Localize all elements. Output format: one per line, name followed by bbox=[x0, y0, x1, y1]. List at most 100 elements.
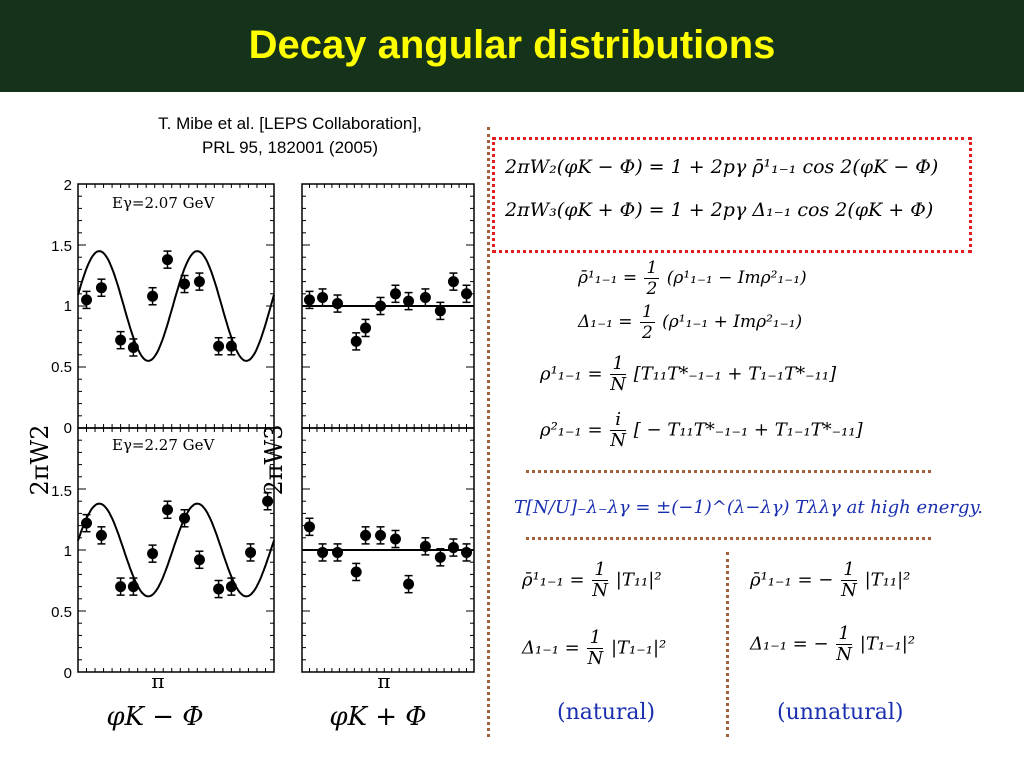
eq-rho1-lhs: ρ¹₁₋₁ = bbox=[540, 363, 603, 385]
eq-rhobar-lhs: ρ̄¹₁₋₁ = bbox=[578, 268, 638, 288]
reference: T. Mibe et al. [LEPS Collaboration], PRL… bbox=[80, 112, 500, 160]
slide-title: Decay angular distributions bbox=[248, 23, 776, 67]
eq-parity: T[N/U]₋λ₋λγ = ±(−1)^(λ−λγ) Tλλγ at high … bbox=[514, 497, 984, 518]
data-point-top-right bbox=[419, 291, 431, 303]
data-point-top-left bbox=[95, 282, 107, 294]
ytick-top-0: 0 bbox=[64, 420, 72, 437]
data-point-bottom-right bbox=[317, 546, 329, 558]
ylabel-w2: 2πW2 bbox=[26, 425, 54, 496]
eq-rhobar-rhs: (ρ¹₁₋₁ − Imρ²₁₋₁) bbox=[666, 268, 807, 288]
frac-in-den: N bbox=[610, 430, 627, 451]
xtick-pi-right: π bbox=[377, 669, 390, 693]
data-point-top-right bbox=[303, 294, 315, 306]
data-point-top-left bbox=[147, 290, 159, 302]
decay-plots: 2πW2 2πW3 φK − Φ φK + Φ π π Eγ=2.07 GeV … bbox=[26, 177, 475, 732]
frac-in-num: i bbox=[610, 410, 627, 431]
eq-rho1-rhs: [T₁₁T*₋₁₋₁ + T₁₋₁T*₋₁₁] bbox=[633, 363, 837, 385]
ytick-top-05: 0.5 bbox=[51, 359, 72, 376]
ytick-bot-0: 0 bbox=[64, 665, 72, 682]
xlabel-left: φK − Φ bbox=[106, 702, 203, 732]
annotation-bottom: Eγ=2.27 GeV bbox=[112, 436, 216, 454]
eq-unnatural-rhobar-lhs: ρ̄¹₁₋₁ = − bbox=[750, 569, 834, 591]
data-point-bottom-left bbox=[147, 548, 159, 560]
eq-delta-rhs: (ρ¹₁₋₁ + Imρ²₁₋₁) bbox=[662, 312, 803, 332]
eq-w3: 2πW₃(φK + Φ) = 1 + 2pγ Δ₁₋₁ cos 2(φK + Φ… bbox=[505, 199, 934, 221]
data-point-bottom-left bbox=[245, 546, 257, 558]
ylabel-w3: 2πW3 bbox=[260, 425, 288, 496]
data-point-bottom-right bbox=[434, 551, 446, 563]
data-point-bottom-left bbox=[161, 504, 173, 516]
eq-natural-delta-rhs: |T₁₋₁|² bbox=[610, 637, 667, 659]
data-point-top-left bbox=[161, 254, 173, 266]
data-point-bottom-right bbox=[419, 540, 431, 552]
data-point-bottom-left bbox=[262, 495, 274, 507]
ytick-bot-1: 1 bbox=[64, 543, 72, 560]
data-point-bottom-left bbox=[225, 581, 237, 593]
ytick-top-15: 1.5 bbox=[51, 238, 72, 255]
data-point-bottom-right bbox=[360, 529, 372, 541]
data-point-bottom-right bbox=[375, 529, 387, 541]
ytick-top-2: 2 bbox=[64, 177, 72, 194]
ytick-bot-15: 1.5 bbox=[51, 483, 72, 500]
frac-1n-1-num: 1 bbox=[610, 354, 627, 375]
data-point-bottom-right bbox=[389, 533, 401, 545]
data-point-top-left bbox=[213, 340, 225, 352]
data-point-bottom-right bbox=[403, 578, 415, 590]
reference-line-2: PRL 95, 182001 (2005) bbox=[201, 138, 379, 157]
data-point-bottom-right bbox=[303, 521, 315, 533]
data-point-top-right bbox=[434, 305, 446, 317]
reference-line-1: T. Mibe et al. [LEPS Collaboration], bbox=[158, 114, 422, 133]
caption-natural: (natural) bbox=[557, 700, 656, 725]
frac-un-2-num: 1 bbox=[836, 624, 853, 645]
frac-half-2-num: 1 bbox=[639, 302, 655, 323]
divider-horizontal-2 bbox=[526, 537, 931, 540]
xlabel-right: φK + Φ bbox=[329, 702, 426, 732]
eq-delta-lhs: Δ₁₋₁ = bbox=[578, 312, 633, 332]
data-point-top-left bbox=[193, 276, 205, 288]
title-bar bbox=[0, 0, 1024, 92]
data-point-bottom-left bbox=[179, 512, 191, 524]
plot-frame-top-left bbox=[77, 183, 275, 429]
equation-box bbox=[492, 137, 972, 253]
data-point-bottom-left bbox=[81, 517, 93, 529]
data-point-top-left bbox=[225, 340, 237, 352]
eq-natural-rhobar-lhs: ρ̄¹₁₋₁ = bbox=[522, 569, 585, 591]
eq-natural-rhobar-rhs: |T₁₁|² bbox=[615, 569, 662, 591]
plot-frame-bottom-left bbox=[77, 427, 275, 673]
data-point-bottom-left bbox=[127, 581, 139, 593]
data-point-top-right bbox=[403, 295, 415, 307]
eq-natural-delta-lhs: Δ₁₋₁ = bbox=[522, 637, 580, 659]
data-point-top-right bbox=[317, 291, 329, 303]
eq-rho2-lhs: ρ²₁₋₁ = bbox=[540, 419, 603, 441]
frac-half-2-den: 2 bbox=[641, 323, 653, 343]
frac-nat-1-num: 1 bbox=[592, 560, 609, 581]
data-point-bottom-left bbox=[193, 554, 205, 566]
data-point-top-right bbox=[389, 288, 401, 300]
ytick-bot-05: 0.5 bbox=[51, 604, 72, 621]
data-point-bottom-right bbox=[350, 566, 362, 578]
frac-nat-2-den: N bbox=[587, 648, 604, 669]
frac-un-1-den: N bbox=[841, 580, 857, 601]
data-point-top-right bbox=[350, 335, 362, 347]
divider-horizontal-1 bbox=[526, 470, 931, 473]
xtick-pi-left: π bbox=[151, 669, 164, 693]
plot-layer bbox=[77, 183, 475, 673]
annotation-top: Eγ=2.07 GeV bbox=[112, 194, 216, 212]
frac-half-1-den: 2 bbox=[646, 279, 658, 299]
fit-curve-bottom-left bbox=[77, 502, 275, 598]
data-point-top-right bbox=[461, 288, 473, 300]
eq-unnatural-delta-lhs: Δ₁₋₁ = − bbox=[750, 633, 829, 655]
eq-rho2-rhs: [ − T₁₁T*₋₁₋₁ + T₁₋₁T*₋₁₁] bbox=[633, 419, 863, 441]
